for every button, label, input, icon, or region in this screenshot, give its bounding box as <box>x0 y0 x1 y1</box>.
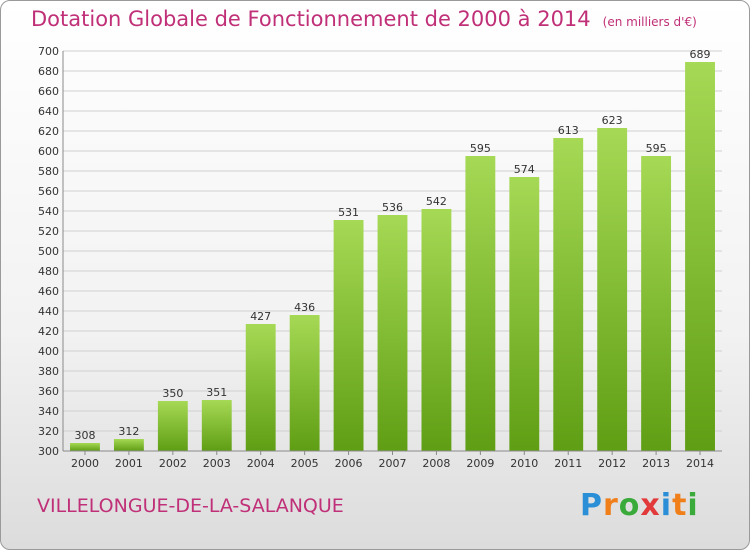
data-label-2007: 536 <box>382 201 403 214</box>
bar-2008 <box>421 209 452 451</box>
y-tick-label: 680 <box>38 65 59 78</box>
bar-2009 <box>465 156 496 451</box>
x-tick-label-2009: 2009 <box>466 457 494 470</box>
y-tick-label: 640 <box>38 105 59 118</box>
y-tick-label: 300 <box>38 445 59 458</box>
logo-letter: t <box>672 488 688 523</box>
data-label-2009: 595 <box>470 142 491 155</box>
y-tick-label: 440 <box>38 305 59 318</box>
x-tick-label-2004: 2004 <box>247 457 275 470</box>
y-tick-label: 500 <box>38 245 59 258</box>
y-tick-label: 540 <box>38 205 59 218</box>
x-tick-label-2014: 2014 <box>686 457 714 470</box>
data-label-2003: 351 <box>206 386 227 399</box>
bar-2000 <box>70 443 100 451</box>
y-tick-label: 660 <box>38 85 59 98</box>
bar-2012 <box>597 128 628 451</box>
y-tick-label: 480 <box>38 265 59 278</box>
y-tick-label: 600 <box>38 145 59 158</box>
data-label-2012: 623 <box>602 114 623 127</box>
data-label-2013: 595 <box>646 142 667 155</box>
bar-2005 <box>289 315 320 451</box>
data-label-2011: 613 <box>558 124 579 137</box>
bar-2010 <box>509 177 540 451</box>
data-label-2000: 308 <box>74 429 95 442</box>
logo-letter: r <box>603 488 619 523</box>
x-tick-label-2012: 2012 <box>598 457 626 470</box>
x-tick-label-2007: 2007 <box>379 457 407 470</box>
y-tick-label: 520 <box>38 225 59 238</box>
x-tick-label-2005: 2005 <box>291 457 319 470</box>
bar-2013 <box>641 156 672 451</box>
y-tick-label: 700 <box>38 45 59 58</box>
logo-letter: i <box>687 488 699 523</box>
data-label-2014: 689 <box>690 48 711 61</box>
x-tick-label-2001: 2001 <box>115 457 143 470</box>
data-label-2001: 312 <box>118 425 139 438</box>
chart-title-text: Dotation Globale de Fonctionnement de 20… <box>31 7 591 31</box>
data-label-2008: 542 <box>426 195 447 208</box>
y-axis: 300 320 340 360 380 400 420 440 460 480 500 520 540 5… <box>38 45 64 458</box>
bar-2003 <box>201 400 232 451</box>
x-tick-label-2010: 2010 <box>510 457 538 470</box>
x-tick-label-2011: 2011 <box>554 457 582 470</box>
commune-name: VILLELONGUE-DE-LA-SALANQUE <box>37 495 344 517</box>
logo-letter: P <box>580 488 603 523</box>
bar-2006 <box>333 220 364 451</box>
y-tick-label: 320 <box>38 425 59 438</box>
x-axis: 2000 2001 2002 2003 2004 2005 2006 2007 2008 2009… <box>63 450 722 470</box>
data-label-2004: 427 <box>250 310 271 323</box>
y-tick-label: 460 <box>38 285 59 298</box>
proxiti-logo: Proxiti <box>580 488 699 523</box>
x-tick-label-2008: 2008 <box>422 457 450 470</box>
data-labels: 308 312 350 351 427 436 531 536 542 595 574 613 623 5… <box>74 48 710 442</box>
bar-2004 <box>245 324 276 451</box>
logo-letter: i <box>660 488 673 523</box>
bars <box>70 62 715 451</box>
bar-2014 <box>685 62 715 451</box>
x-tick-label-2003: 2003 <box>203 457 231 470</box>
chart-title: Dotation Globale de Fonctionnement de 20… <box>31 7 697 31</box>
x-tick-label-2006: 2006 <box>335 457 363 470</box>
bar-2011 <box>553 138 584 451</box>
x-tick-label-2000: 2000 <box>71 457 99 470</box>
data-label-2002: 350 <box>162 387 183 400</box>
data-label-2005: 436 <box>294 301 315 314</box>
chart-subtitle: (en milliers d'€) <box>602 15 697 29</box>
y-tick-label: 340 <box>38 405 59 418</box>
y-tick-label: 360 <box>38 385 59 398</box>
logo-letter: x <box>640 488 661 523</box>
y-tick-label: 620 <box>38 125 59 138</box>
x-tick-label-2002: 2002 <box>159 457 187 470</box>
bar-chart: 308 312 350 351 427 436 531 536 542 595 574 613 623 5… <box>38 45 722 470</box>
y-tick-label: 560 <box>38 185 59 198</box>
y-tick-label: 420 <box>38 325 59 338</box>
y-tick-label: 580 <box>38 165 59 178</box>
bar-2002 <box>157 401 188 451</box>
x-tick-label-2013: 2013 <box>642 457 670 470</box>
bar-2001 <box>113 439 144 451</box>
logo-letter: o <box>618 488 641 523</box>
y-tick-label: 400 <box>38 345 59 358</box>
data-label-2006: 531 <box>338 206 359 219</box>
bar-2007 <box>377 215 408 451</box>
y-tick-label: 380 <box>38 365 59 378</box>
data-label-2010: 574 <box>514 163 535 176</box>
